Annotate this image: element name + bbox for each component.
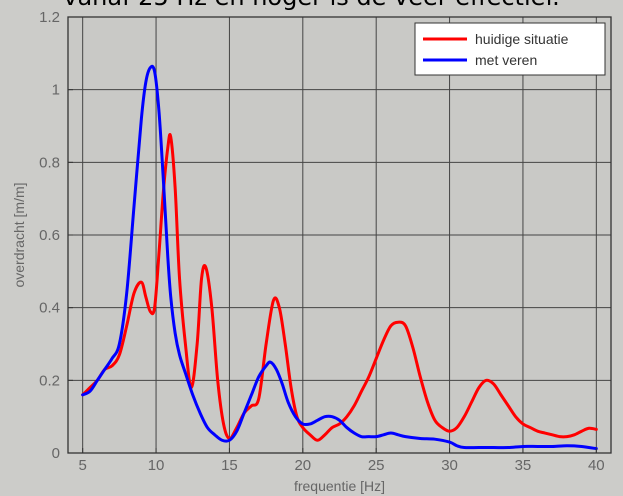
- x-tick-label: 5: [79, 457, 87, 474]
- y-tick-label: 0.6: [39, 227, 60, 244]
- x-tick-label: 25: [368, 457, 385, 474]
- y-tick-label: 0.2: [39, 372, 60, 389]
- legend-label-met-veren: met veren: [475, 52, 537, 68]
- legend: huidige situatie met veren: [415, 23, 605, 75]
- x-tick-label: 20: [294, 457, 311, 474]
- x-tick-label: 40: [588, 457, 605, 474]
- y-tick-label: 0.4: [39, 300, 60, 317]
- x-tick-label: 10: [148, 457, 165, 474]
- x-tick-label: 35: [515, 457, 532, 474]
- y-tick-label: 1: [52, 82, 60, 99]
- x-tick-label: 30: [441, 457, 458, 474]
- y-axis-label: overdracht [m/m]: [11, 182, 27, 287]
- x-tick-label: 15: [221, 457, 238, 474]
- legend-label-huidige-situatie: huidige situatie: [475, 31, 569, 47]
- y-tick-label: 0: [52, 445, 60, 462]
- y-tick-label: 0.8: [39, 154, 60, 171]
- y-tick-label: 1.2: [39, 9, 60, 26]
- x-axis-label: frequentie [Hz]: [294, 478, 385, 494]
